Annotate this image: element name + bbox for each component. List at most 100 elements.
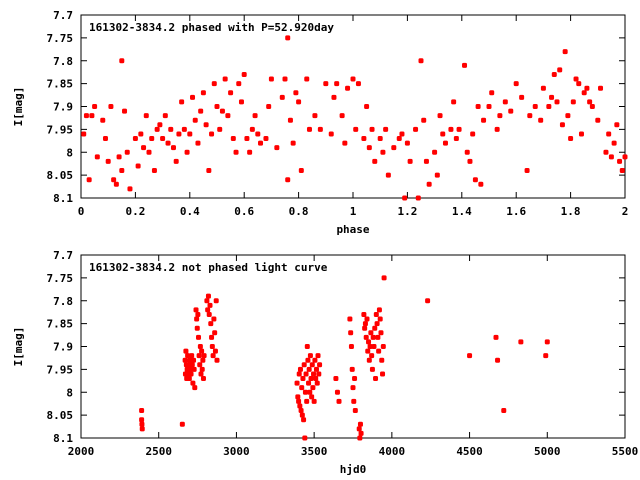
data-point: [302, 435, 308, 441]
data-point: [554, 99, 560, 105]
data-point: [212, 330, 218, 336]
data-point: [190, 380, 196, 386]
data-point: [211, 316, 217, 322]
data-point: [306, 380, 312, 386]
data-point: [372, 325, 378, 331]
data-point: [197, 362, 203, 368]
y-tick-label: 7.95: [47, 123, 74, 136]
data-point: [213, 298, 219, 304]
data-point: [603, 149, 609, 155]
data-point: [587, 99, 593, 105]
data-point: [206, 168, 212, 174]
data-point: [524, 168, 530, 174]
data-point: [380, 149, 386, 155]
x-tick-label: 1: [350, 205, 357, 218]
data-point: [357, 435, 363, 441]
data-point: [170, 145, 176, 151]
data-point: [502, 99, 508, 105]
data-point: [584, 85, 590, 91]
data-point: [195, 140, 201, 146]
data-point: [475, 104, 481, 109]
data-point: [373, 311, 379, 317]
data-point: [111, 177, 117, 183]
data-point: [312, 113, 318, 119]
data-point: [497, 113, 503, 119]
data-point: [367, 344, 373, 349]
y-axis-label: I[mag]: [12, 327, 25, 367]
data-point: [194, 325, 200, 331]
x-tick-label: 5500: [612, 445, 639, 458]
data-point: [205, 293, 211, 299]
data-point: [372, 158, 378, 164]
y-tick-label: 8: [66, 146, 73, 159]
data-point: [361, 311, 367, 317]
data-point: [348, 344, 354, 349]
data-point: [200, 90, 206, 96]
data-point: [378, 330, 384, 336]
data-point: [489, 90, 495, 96]
data-point: [124, 149, 130, 155]
data-point: [182, 357, 188, 363]
data-point: [154, 126, 160, 132]
data-point: [210, 353, 216, 359]
data-point: [532, 104, 538, 109]
data-point: [200, 376, 206, 382]
data-point: [187, 131, 193, 137]
data-point: [188, 371, 194, 377]
data-point: [334, 81, 340, 87]
data-point: [570, 99, 576, 105]
x-tick-label: 0: [78, 205, 85, 218]
data-point: [313, 366, 319, 372]
data-point: [467, 158, 473, 164]
data-point: [614, 122, 620, 128]
y-tick-label: 8.05: [47, 409, 74, 422]
data-point: [196, 353, 202, 359]
data-point: [353, 126, 359, 132]
axis-ticks: 2000 2500 3000 3500 4000 4500 5000 5500 7.7 7.75 7…: [47, 249, 639, 458]
data-point: [448, 126, 454, 132]
data-point: [312, 357, 318, 363]
data-point: [307, 389, 313, 395]
x-tick-label: 0.4: [180, 205, 200, 218]
data-point: [595, 117, 601, 123]
data-point: [185, 353, 191, 359]
data-point: [179, 99, 185, 105]
y-tick-label: 7.85: [47, 78, 74, 91]
data-point: [258, 140, 264, 146]
data-point: [369, 366, 375, 372]
data-point: [316, 371, 322, 377]
data-point: [366, 357, 372, 363]
y-tick-label: 8: [66, 386, 73, 399]
data-point: [290, 140, 296, 146]
data-point: [369, 126, 375, 132]
data-point: [173, 158, 179, 164]
data-point: [462, 62, 468, 68]
data-point: [396, 136, 402, 142]
data-point: [193, 307, 199, 313]
x-tick-label: 2: [622, 205, 629, 218]
data-point: [127, 186, 133, 192]
data-point: [247, 149, 253, 155]
y-tick-label: 7.9: [53, 341, 73, 354]
data-point: [381, 275, 387, 281]
data-point: [217, 126, 223, 132]
data-point: [402, 195, 408, 201]
data-point: [296, 398, 302, 404]
data-point: [301, 417, 307, 423]
data-point: [317, 126, 323, 132]
data-point: [385, 172, 391, 178]
data-point: [557, 67, 563, 73]
data-point: [222, 76, 228, 82]
data-point: [622, 154, 628, 160]
data-point: [366, 339, 372, 345]
data-point: [306, 366, 312, 372]
data-point: [249, 126, 255, 132]
data-point: [373, 376, 379, 382]
chart-not-phased: 2000 2500 3000 3500 4000 4500 5000 5500 7.7 7.75 7…: [12, 249, 638, 476]
data-point: [296, 99, 302, 105]
data-point: [356, 426, 362, 432]
x-tick-label: 4500: [456, 445, 483, 458]
data-point: [559, 122, 565, 128]
data-point: [212, 348, 218, 354]
y-tick-label: 8.1: [53, 192, 73, 205]
